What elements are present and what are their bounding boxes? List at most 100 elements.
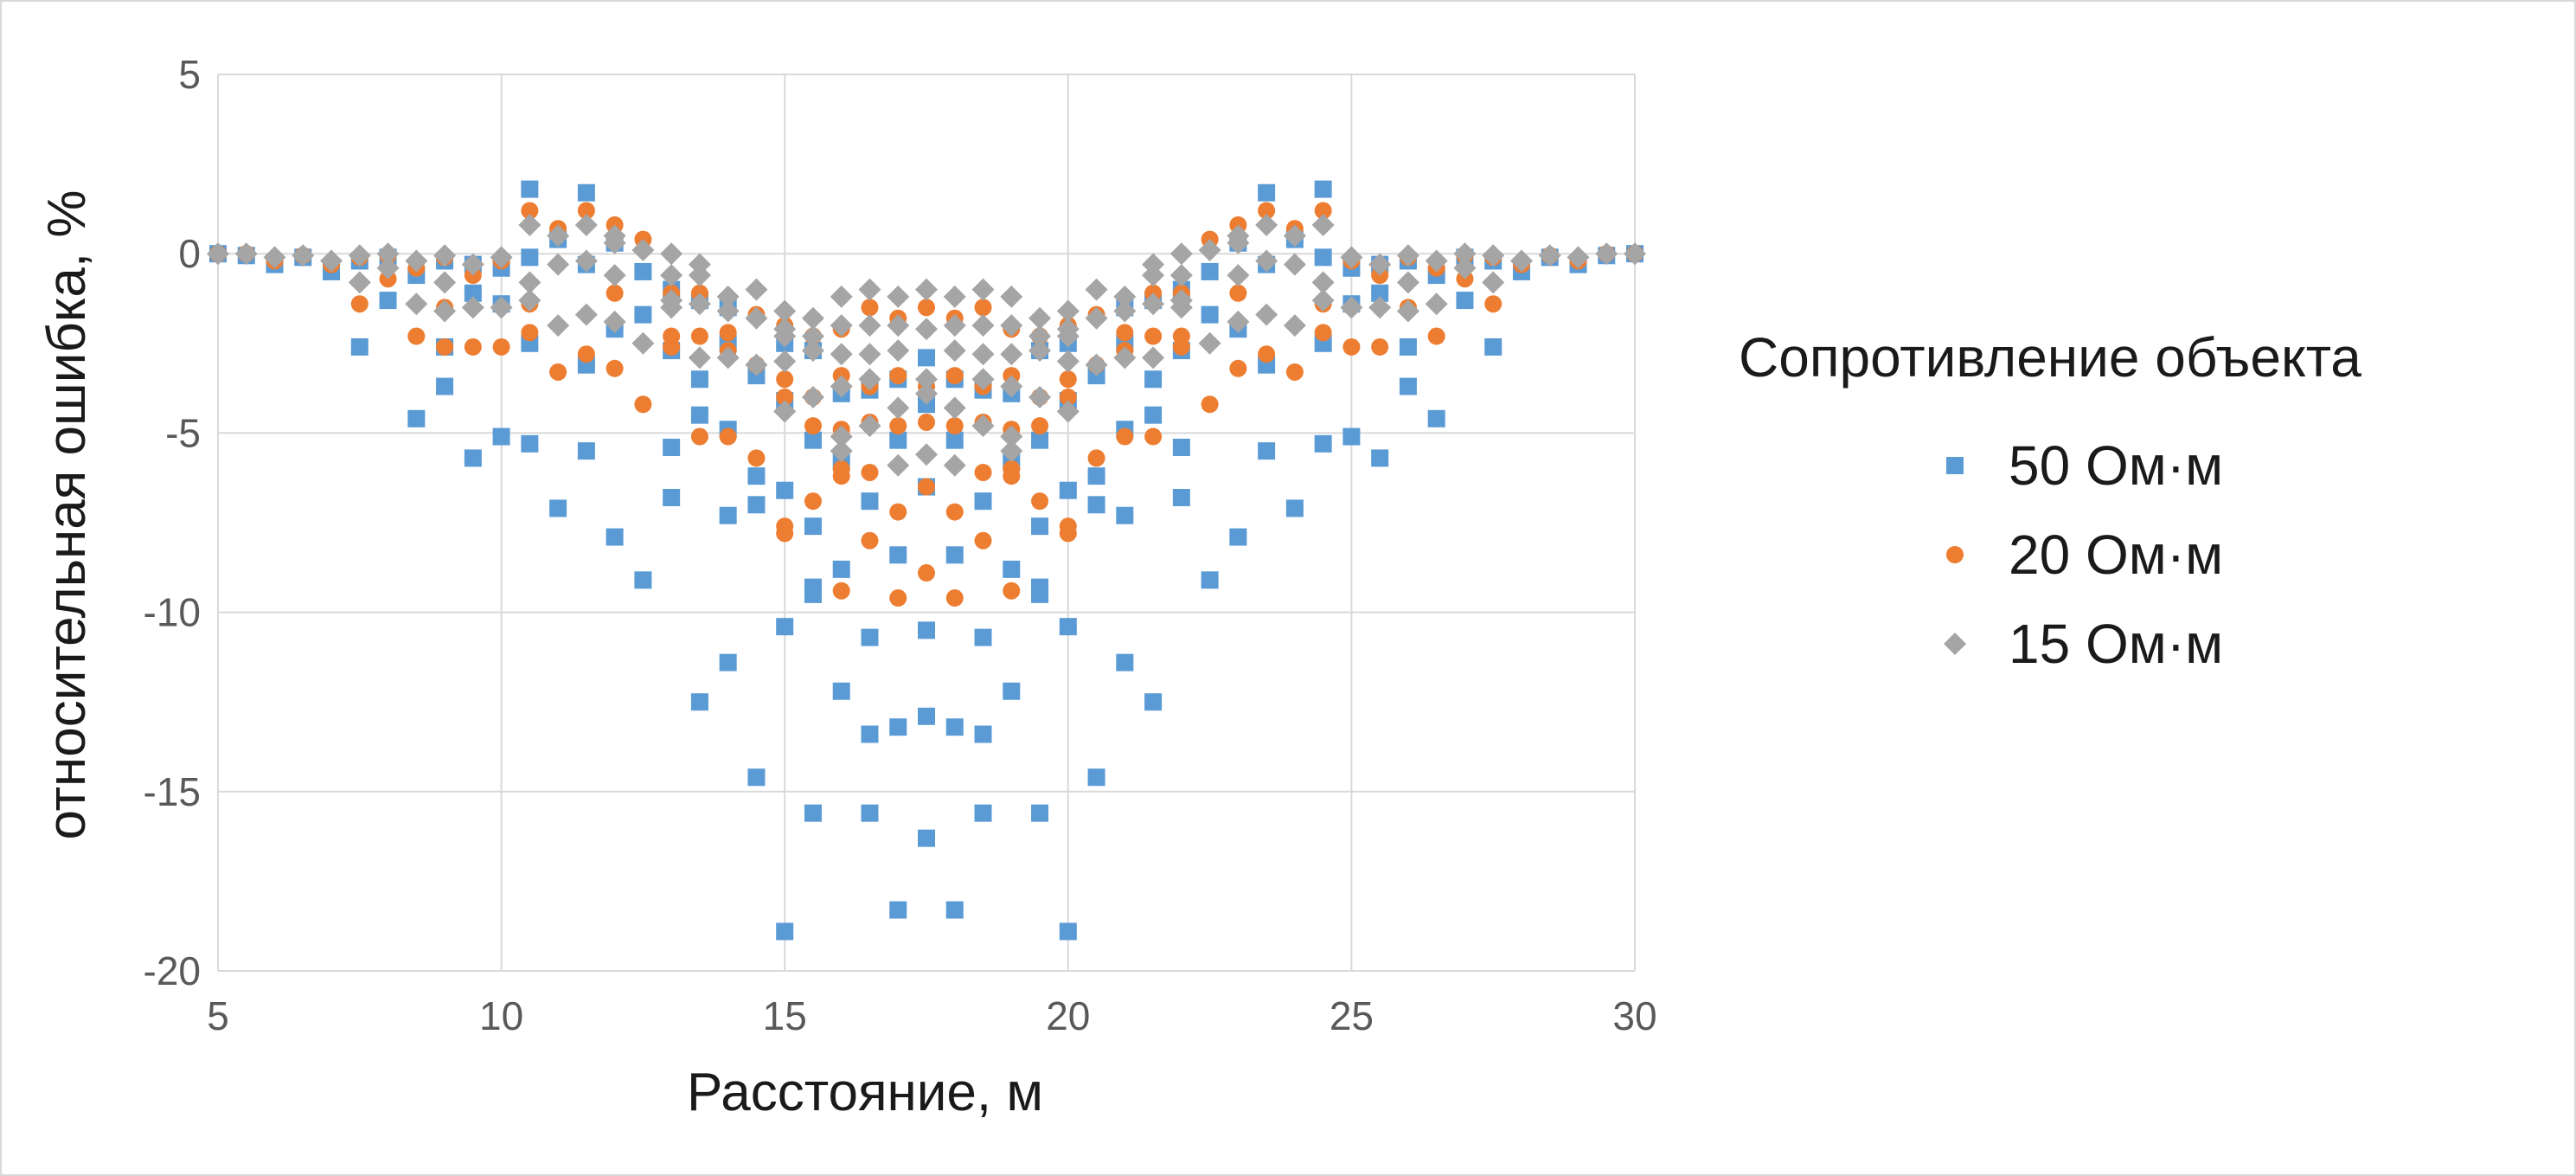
legend-marker (1946, 457, 1964, 474)
data-point (1314, 180, 1332, 198)
data-point (830, 425, 853, 448)
data-point (889, 503, 907, 521)
x-tick-label: 20 (1046, 993, 1090, 1038)
data-point (634, 262, 652, 280)
data-point (1028, 325, 1052, 348)
data-point (606, 284, 624, 302)
y-tick-label: -15 (144, 769, 201, 814)
data-point (688, 346, 711, 370)
data-point (1255, 249, 1278, 273)
data-point (549, 499, 567, 517)
data-point (690, 427, 708, 446)
data-point (1425, 292, 1448, 316)
legend-label: 50 Ом·м (2009, 434, 2223, 497)
data-point (1003, 459, 1021, 478)
data-point (492, 427, 510, 446)
data-point (974, 725, 992, 743)
data-point (915, 443, 938, 466)
x-tick-label: 30 (1612, 993, 1656, 1038)
data-point (1087, 449, 1105, 467)
data-point (1113, 346, 1137, 370)
data-point (773, 350, 797, 373)
data-point (1427, 409, 1445, 427)
data-point (1311, 214, 1335, 237)
data-point (436, 337, 454, 356)
data-point (1116, 427, 1134, 446)
data-point (974, 804, 992, 822)
data-point (889, 417, 907, 435)
data-point (861, 492, 879, 511)
data-point (974, 492, 992, 511)
x-tick-label: 25 (1330, 993, 1374, 1038)
y-tick-label: -20 (144, 948, 201, 993)
data-point (606, 359, 624, 377)
data-point (292, 244, 315, 267)
legend-marker (1944, 633, 1966, 655)
data-point (1142, 346, 1165, 370)
data-point (773, 318, 797, 341)
data-point (1482, 244, 1505, 267)
data-point (1000, 440, 1023, 463)
data-point (801, 325, 824, 348)
data-point (1399, 337, 1417, 356)
data-point (1311, 271, 1335, 294)
data-point (577, 345, 595, 363)
data-point (1056, 318, 1080, 341)
data-point (574, 303, 598, 326)
data-point (915, 382, 938, 405)
data-point (1031, 804, 1049, 822)
data-point (858, 368, 881, 391)
data-point (1399, 377, 1417, 395)
data-point (1144, 406, 1163, 424)
legend-label: 15 Ом·м (2009, 613, 2223, 675)
legend-title: Сопротивление объекта (1739, 326, 2361, 389)
data-point (830, 375, 853, 398)
data-point (1371, 284, 1389, 302)
data-point (663, 327, 681, 345)
data-point (518, 214, 541, 237)
data-point (320, 249, 343, 273)
data-point (606, 528, 624, 546)
data-point (889, 589, 907, 607)
data-point (832, 682, 850, 700)
data-point (719, 324, 737, 342)
y-axis-title: относительная ошибка, % (37, 190, 97, 840)
data-point (945, 367, 964, 385)
data-point (1142, 253, 1165, 276)
data-point (521, 248, 539, 267)
gridlines (217, 74, 1636, 972)
data-point (858, 414, 881, 438)
data-point (350, 337, 368, 356)
data-point (776, 618, 794, 636)
data-point (1425, 249, 1448, 273)
data-point (1453, 256, 1477, 280)
data-point (1169, 242, 1193, 266)
data-point (631, 331, 655, 355)
data-point (747, 496, 766, 514)
x-tick-label: 10 (479, 993, 523, 1038)
data-point (407, 327, 426, 345)
data-point (464, 284, 482, 302)
data-point (1201, 571, 1219, 589)
data-point (830, 343, 853, 366)
data-point (574, 214, 598, 237)
data-point (436, 377, 454, 395)
data-point (1000, 375, 1023, 398)
data-point (945, 718, 964, 736)
data-point (1031, 431, 1049, 449)
data-point (350, 295, 368, 313)
data-point (1059, 388, 1077, 406)
data-point (804, 417, 822, 435)
data-point (747, 768, 766, 787)
data-point (1113, 299, 1137, 323)
y-tick-label: 0 (178, 231, 201, 276)
data-point (974, 531, 992, 549)
data-point (1003, 582, 1021, 600)
data-point (1201, 305, 1219, 324)
data-point (490, 246, 513, 269)
data-point (773, 400, 797, 423)
data-point (745, 278, 768, 301)
data-point (945, 417, 964, 435)
data-point (943, 396, 966, 420)
data-point (521, 180, 539, 198)
